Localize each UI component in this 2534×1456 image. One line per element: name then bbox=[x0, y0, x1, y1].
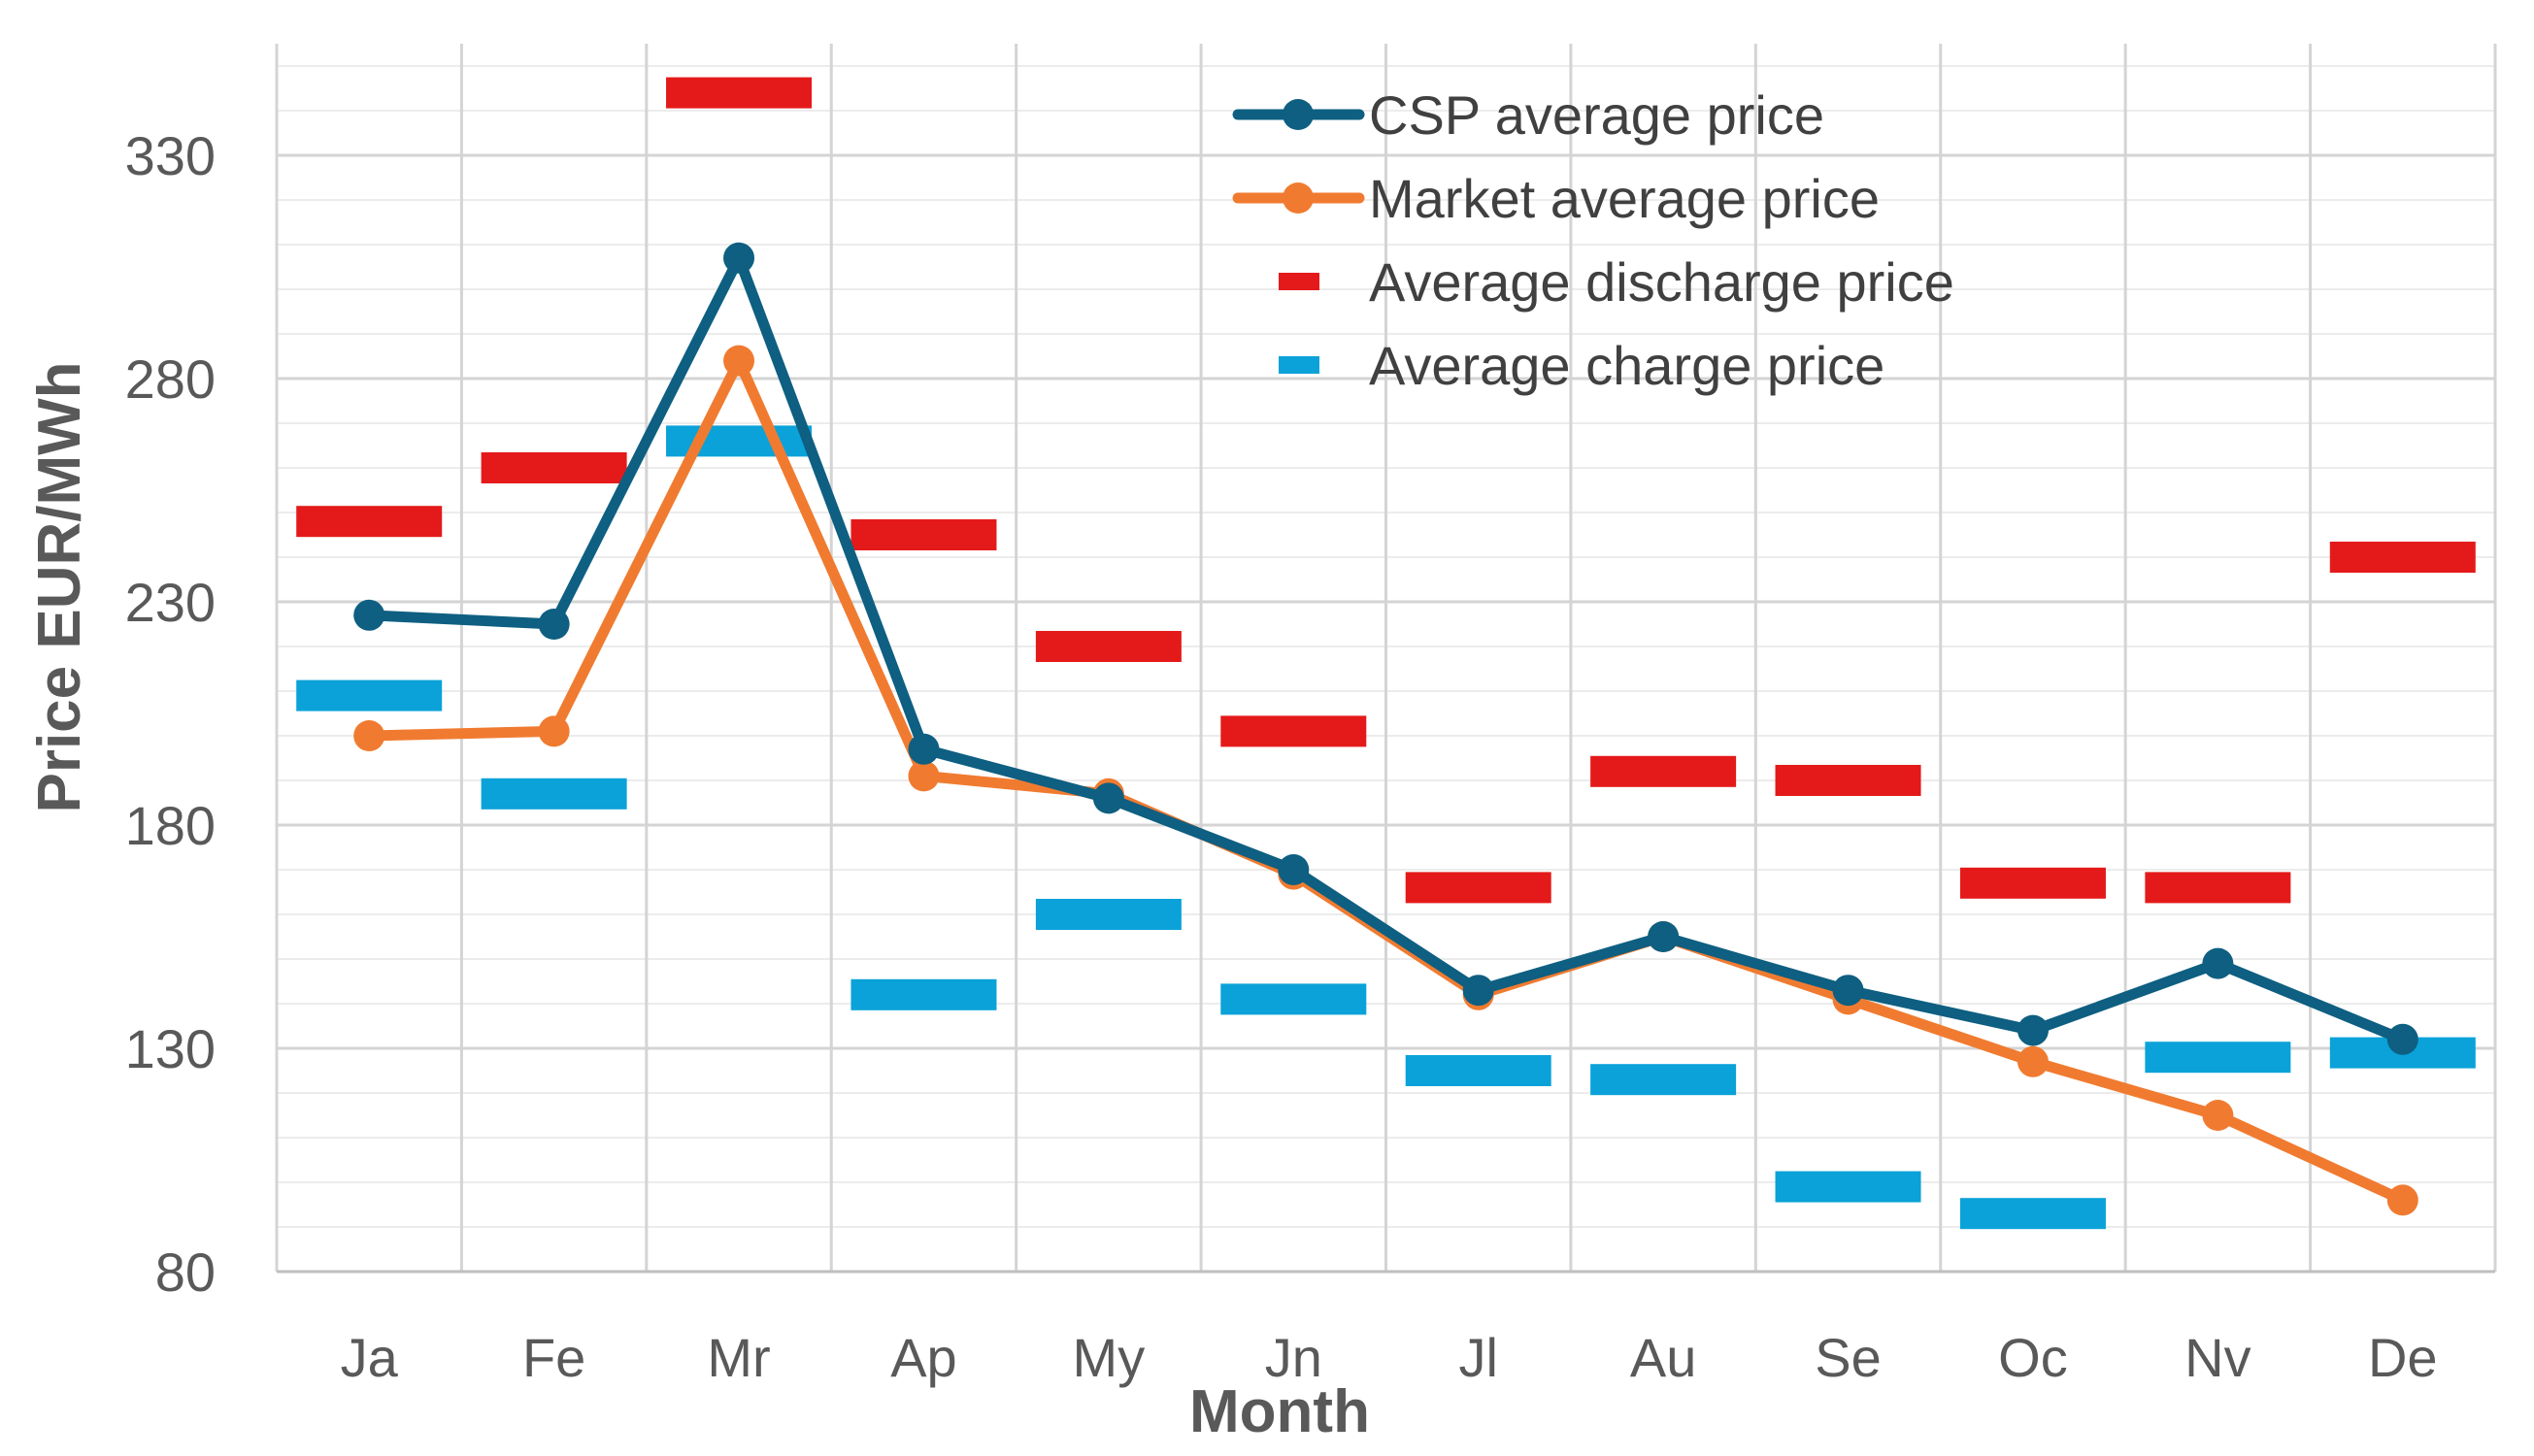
y-tick-label: 330 bbox=[125, 125, 216, 186]
market-average-price-point bbox=[538, 715, 570, 747]
y-tick-label: 280 bbox=[125, 348, 216, 410]
x-tick-label: Jl bbox=[1458, 1327, 1497, 1388]
legend-label-average-discharge-price: Average discharge price bbox=[1369, 251, 1954, 313]
csp-average-price-point bbox=[1832, 975, 1864, 1007]
y-tick-label: 230 bbox=[125, 572, 216, 633]
csp-average-price-point bbox=[2017, 1014, 2049, 1046]
market-average-price-point bbox=[2202, 1100, 2234, 1131]
y-axis-title: Price EUR/MWh bbox=[26, 361, 93, 812]
average-charge-price-mark bbox=[2145, 1042, 2291, 1074]
average-charge-price-mark bbox=[1035, 899, 1182, 930]
csp-average-price-line bbox=[363, 252, 2409, 1045]
average-charge-price-mark bbox=[850, 978, 997, 1010]
average-charge-price-mark bbox=[296, 679, 443, 711]
legend-swatch-average-charge-price bbox=[1279, 356, 1319, 374]
legend: CSP average price Market average price Ave… bbox=[1232, 84, 1954, 396]
average-discharge-price-mark bbox=[666, 77, 813, 109]
average-discharge-price-mark bbox=[850, 519, 997, 550]
x-tick-label: Ap bbox=[890, 1327, 957, 1388]
x-tick-label: De bbox=[2368, 1327, 2438, 1388]
average-discharge-price-mark bbox=[1405, 872, 1551, 904]
market-average-price-point bbox=[2386, 1184, 2418, 1216]
average-charge-price-mark bbox=[1220, 983, 1367, 1015]
csp-average-price-point bbox=[723, 242, 755, 274]
average-discharge-price-mark bbox=[1590, 755, 1737, 787]
legend-marker-market-average-price bbox=[1283, 182, 1314, 214]
legend-label-csp-average-price: CSP average price bbox=[1369, 84, 1824, 146]
average-charge-price-mark bbox=[481, 778, 627, 810]
csp-average-price-point bbox=[353, 599, 385, 631]
average-discharge-price-mark bbox=[2329, 542, 2476, 573]
average-discharge-price-mark bbox=[1035, 631, 1182, 662]
legend-label-average-charge-price: Average charge price bbox=[1369, 335, 1884, 396]
market-average-price-point bbox=[2017, 1045, 2049, 1077]
csp-average-price-point bbox=[1092, 782, 1124, 814]
vertical-gridlines bbox=[275, 44, 2497, 1272]
market-average-price-point bbox=[908, 760, 940, 792]
x-tick-label: Nv bbox=[2184, 1327, 2251, 1388]
csp-average-price-point bbox=[1278, 854, 1310, 885]
csp-average-price-point bbox=[1462, 975, 1494, 1007]
market-average-price-point bbox=[353, 720, 385, 751]
market-average-price-point bbox=[723, 345, 755, 377]
average-discharge-price-mark bbox=[296, 506, 443, 538]
x-tick-label: Jn bbox=[1265, 1327, 1322, 1388]
x-tick-label: Oc bbox=[1998, 1327, 2068, 1388]
average-discharge-price-mark bbox=[481, 452, 627, 483]
x-tick-label: Fe bbox=[522, 1327, 585, 1388]
average-charge-price-mark bbox=[1590, 1064, 1737, 1096]
x-tick-label: Se bbox=[1815, 1327, 1882, 1388]
legend-swatch-average-discharge-price bbox=[1279, 273, 1319, 290]
x-tick-label: Ja bbox=[341, 1327, 399, 1388]
legend-label-market-average-price: Market average price bbox=[1369, 168, 1880, 229]
csp-average-price-point bbox=[538, 609, 570, 640]
x-tick-labels: Ja Fe Mr Ap My Jn Jl Au Se Oc Nv De bbox=[341, 1327, 2438, 1388]
x-axis-title: Month bbox=[1189, 1378, 1370, 1445]
x-tick-label: Au bbox=[1630, 1327, 1697, 1388]
average-discharge-price-mark bbox=[1959, 867, 2106, 899]
x-tick-label: My bbox=[1073, 1327, 1146, 1388]
average-discharge-price-mark bbox=[1775, 765, 1921, 796]
average-discharge-price-mark bbox=[1220, 715, 1367, 747]
csp-average-price-point bbox=[2202, 947, 2234, 979]
csp-average-price-point bbox=[2386, 1023, 2418, 1055]
x-tick-label: Mr bbox=[707, 1327, 770, 1388]
y-tick-label: 180 bbox=[125, 795, 216, 856]
csp-average-price-point bbox=[908, 733, 940, 765]
y-tick-label: 80 bbox=[155, 1241, 216, 1303]
y-tick-label: 130 bbox=[125, 1018, 216, 1079]
csp-average-price-point bbox=[1648, 921, 1680, 952]
average-charge-price-mark bbox=[1405, 1055, 1551, 1086]
y-tick-labels: 80 130 180 230 280 330 bbox=[125, 125, 216, 1303]
average-charge-price-mark bbox=[1775, 1171, 1921, 1203]
legend-marker-csp-average-price bbox=[1283, 99, 1314, 130]
line-series bbox=[353, 242, 2418, 1216]
average-discharge-price-mark bbox=[2145, 872, 2291, 904]
average-charge-price-mark bbox=[1959, 1198, 2106, 1230]
